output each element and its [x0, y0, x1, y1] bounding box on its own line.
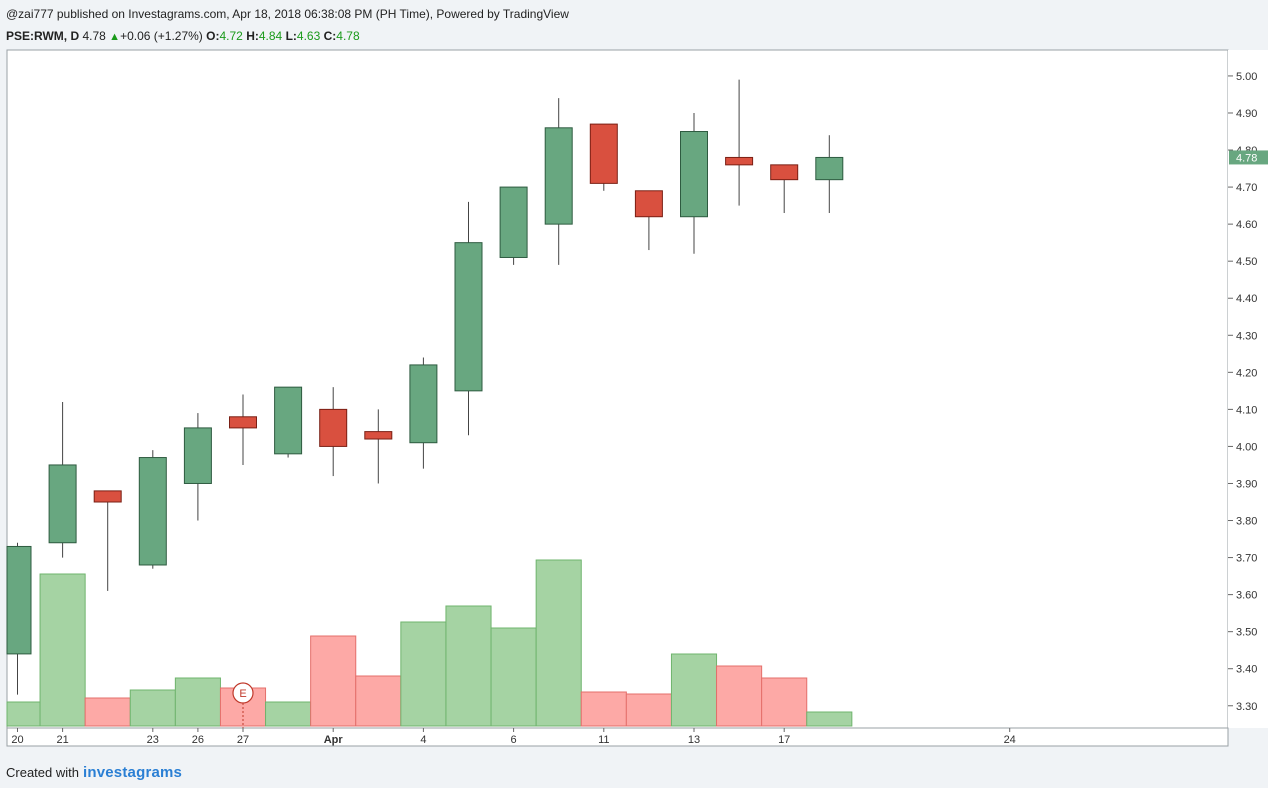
close-value: 4.78 — [336, 29, 360, 43]
candle-body — [183, 427, 212, 484]
price-chart[interactable]: 3.30 3.40 3.50 3.60 3.70 3.80 3.90 4.00 4.10 4.20… — [0, 0, 1268, 760]
time-tick-label: 27 — [237, 734, 249, 746]
candle-body — [680, 131, 708, 218]
time-tick-label: 17 — [778, 734, 790, 746]
price-tick-label: 3.80 — [1236, 516, 1257, 528]
volume-bar — [625, 693, 672, 727]
volume-bar — [761, 677, 808, 727]
time-axis-bg — [6, 727, 1229, 747]
candle-body — [454, 242, 483, 392]
high-value: 4.84 — [258, 29, 283, 43]
volume-bars — [6, 559, 853, 727]
time-axis[interactable]: 21 23 27 Apr 4 6 11 13 17 20 24 26 — [11, 728, 1016, 746]
volume-bar — [806, 711, 853, 727]
volume-bar — [580, 691, 627, 727]
price-tick-label: 3.70 — [1236, 553, 1257, 565]
time-tick-label: 11 — [598, 734, 609, 746]
price-tick-label: 4.10 — [1236, 404, 1257, 416]
price-tick-label: 4.50 — [1236, 256, 1257, 268]
price-tick-label: 3.50 — [1236, 627, 1257, 639]
open-label: O: — [206, 29, 220, 43]
volume-bar — [265, 701, 312, 727]
last-price-text: 4.78 — [1236, 152, 1257, 164]
low-value: 4.63 — [296, 29, 321, 43]
candle-body — [634, 190, 663, 218]
candle-body — [544, 127, 573, 225]
candle-body — [138, 457, 167, 566]
open-value: 4.72 — [219, 29, 243, 43]
candle-body — [319, 408, 348, 447]
volume-bar — [490, 627, 537, 727]
high-label: H: — [246, 29, 259, 43]
time-tick-label: Apr — [324, 734, 344, 746]
candle-body — [589, 123, 618, 184]
time-tick-label: 21 — [56, 734, 68, 746]
candle-body — [364, 431, 393, 440]
price-tick-label: 5.00 — [1236, 71, 1257, 83]
volume-bar — [445, 605, 492, 727]
last-price: 4.78 — [82, 29, 106, 43]
candle-body — [499, 186, 528, 258]
candle-body — [48, 464, 77, 544]
footer: Created with investagrams — [6, 764, 182, 781]
price-tick-label: 3.40 — [1236, 664, 1257, 676]
volume-bar — [535, 559, 582, 727]
investagrams-logo[interactable]: investagrams — [82, 764, 183, 781]
candle-body — [229, 416, 257, 429]
last-price-marker: 4.78 — [1229, 150, 1268, 165]
low-label: L: — [285, 29, 297, 43]
candle-body — [815, 156, 844, 181]
price-tick-label: 3.60 — [1236, 590, 1257, 602]
candlesticks — [6, 79, 844, 695]
time-tick-label: 4 — [420, 734, 426, 746]
time-tick-label: 26 — [192, 734, 204, 746]
price-tick-label: 4.70 — [1236, 182, 1257, 194]
close-label: C: — [323, 29, 337, 43]
event-marker-circle — [232, 682, 254, 704]
price-tick-label: 4.40 — [1236, 293, 1257, 305]
candle-body — [409, 364, 438, 444]
price-tick-label: 3.90 — [1236, 478, 1257, 490]
up-arrow-icon: ▲ — [109, 31, 121, 43]
volume-bar — [310, 635, 357, 727]
time-tick-label: 23 — [147, 734, 159, 746]
volume-bar — [129, 689, 176, 727]
volume-bar — [84, 697, 131, 727]
time-tick-label: 6 — [511, 734, 517, 746]
volume-bar — [670, 653, 718, 727]
price-change: +0.06 (+1.27%) — [120, 29, 203, 43]
time-tick-label: 24 — [1004, 734, 1016, 746]
price-tick-label: 4.60 — [1236, 219, 1257, 231]
price-tick-label: 4.20 — [1236, 367, 1257, 379]
event-marker-label: E — [239, 688, 246, 700]
published-line: @zai777 published on Investagrams.com, A… — [6, 7, 569, 21]
event-marker[interactable]: E — [232, 682, 254, 728]
candle-body — [770, 164, 799, 181]
price-tick-label: 4.90 — [1236, 108, 1257, 120]
price-tick-label: 4.00 — [1236, 441, 1257, 453]
candle-body — [93, 490, 122, 503]
time-tick-label: 13 — [688, 734, 700, 746]
price-tick-label: 4.30 — [1236, 330, 1257, 342]
ohlc-line: PSE:RWM, D 4.78 ▲+0.06 (+1.27%) O:4.72 H… — [6, 29, 360, 43]
volume-bar — [355, 675, 402, 727]
candle-body — [274, 386, 303, 455]
volume-bar — [6, 701, 41, 727]
symbol-label: PSE:RWM, D — [6, 29, 80, 43]
volume-bar — [716, 665, 763, 727]
price-tick-label: 3.30 — [1236, 701, 1257, 713]
candle-body — [725, 156, 754, 166]
volume-bar — [174, 677, 221, 727]
volume-bar — [400, 621, 447, 727]
candle-body — [6, 545, 32, 655]
created-with-label: Created with — [6, 765, 79, 780]
last-price-badge — [1229, 150, 1268, 165]
price-axis[interactable]: 3.30 3.40 3.50 3.60 3.70 3.80 3.90 4.00 4.10 4.20… — [1228, 71, 1257, 713]
volume-bar — [39, 573, 86, 727]
time-tick-label: 20 — [11, 734, 23, 746]
